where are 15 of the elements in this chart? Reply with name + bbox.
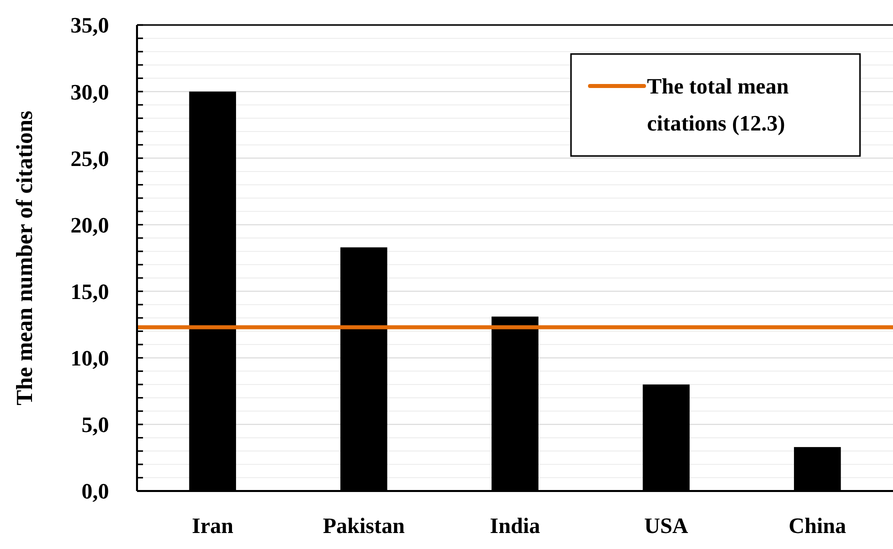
y-tick-label: 5,0 — [82, 412, 109, 438]
legend-label: The total mean citations (12.3) — [647, 74, 789, 136]
y-axis-title: The mean number of citations — [12, 110, 37, 406]
x-tick-label: Pakistan — [322, 513, 405, 538]
x-tick-label: USA — [644, 513, 688, 538]
x-tick-label: Iran — [192, 513, 234, 538]
y-tick-label: 0,0 — [82, 478, 109, 504]
y-tick-label: 35,0 — [70, 12, 109, 38]
x-tick-label: India — [490, 513, 540, 538]
y-tick-label: 20,0 — [70, 212, 109, 238]
y-tick-label: 30,0 — [70, 79, 109, 104]
y-tick-label: 10,0 — [70, 346, 109, 371]
x-tick-label: China — [788, 513, 846, 538]
y-tick-label: 25,0 — [70, 146, 109, 171]
y-tick-label: 15,0 — [70, 278, 109, 304]
